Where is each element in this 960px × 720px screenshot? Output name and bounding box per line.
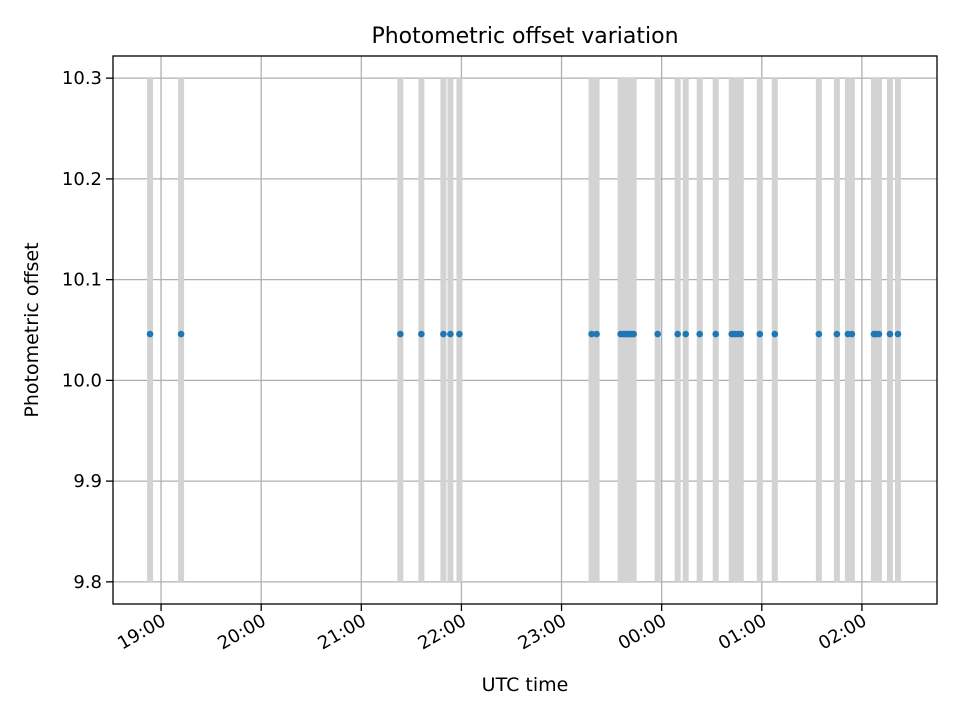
x-tick-label: 00:00	[615, 610, 670, 654]
x-tick-label: 21:00	[314, 610, 369, 654]
data-point	[875, 330, 883, 338]
chart-title: Photometric offset variation	[371, 24, 678, 49]
x-tick-label: 02:00	[815, 610, 870, 654]
x-axis-ticks: 19:00 20:00 21:00 22:00 23:00 00:00 01:00 02:00	[114, 604, 870, 654]
data-point	[737, 330, 745, 338]
data-point	[886, 330, 894, 338]
data-point	[894, 330, 902, 338]
y-tick-label: 10.3	[62, 68, 102, 89]
data-point	[593, 330, 600, 338]
x-tick-label: 20:00	[214, 610, 269, 654]
data-point	[674, 330, 681, 338]
data-point	[756, 330, 764, 338]
data-point	[682, 330, 689, 338]
data-point	[177, 330, 185, 338]
y-axis-label: Photometric offset	[21, 242, 43, 417]
data-point	[440, 330, 447, 338]
data-point	[771, 330, 779, 338]
data-point	[397, 330, 404, 338]
grid-layer	[113, 56, 937, 604]
data-point	[848, 330, 856, 338]
x-tick-label: 01:00	[715, 610, 770, 654]
y-tick-label: 9.8	[73, 572, 102, 593]
data-point	[630, 330, 637, 338]
data-point	[588, 330, 595, 338]
data-point	[712, 330, 720, 338]
data-point	[456, 330, 463, 338]
plot-frame	[112, 55, 938, 605]
data-point	[146, 330, 154, 338]
data-point	[696, 330, 704, 338]
data-points	[146, 330, 902, 338]
y-tick-label: 10.2	[62, 169, 102, 190]
y-tick-label: 10.0	[62, 370, 102, 391]
data-point	[418, 330, 425, 338]
x-tick-label: 22:00	[414, 610, 469, 654]
data-point	[833, 330, 841, 338]
error-bars	[147, 78, 901, 582]
x-tick-label: 23:00	[515, 610, 570, 654]
data-point	[815, 330, 823, 338]
x-axis-label: UTC time	[482, 674, 569, 696]
y-axis-ticks: 9.8 9.9 10.0 10.1 10.2 10.3	[62, 68, 113, 593]
data-point	[654, 330, 661, 338]
y-tick-label: 9.9	[73, 471, 102, 492]
data-point	[447, 330, 454, 338]
x-tick-label: 19:00	[114, 610, 169, 654]
y-tick-label: 10.1	[62, 270, 102, 291]
